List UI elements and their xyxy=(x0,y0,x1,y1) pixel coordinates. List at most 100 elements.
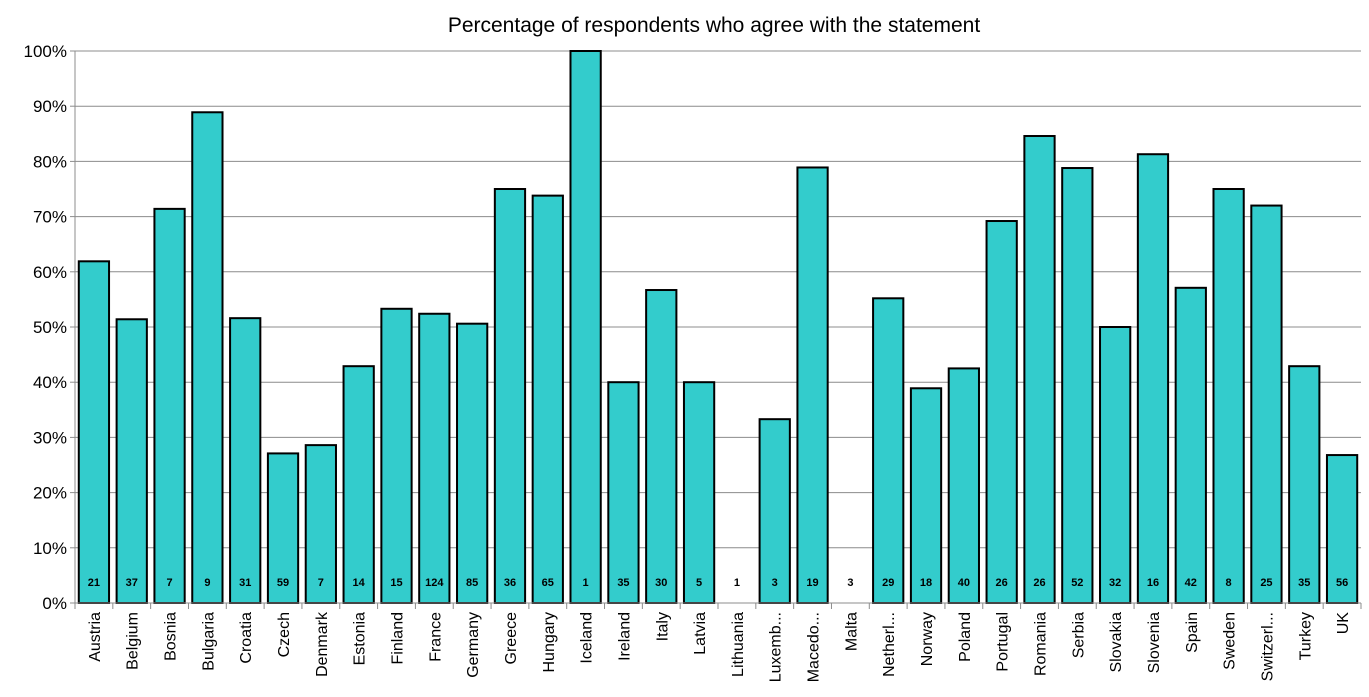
bar xyxy=(645,289,678,604)
x-tick-label: Serbia xyxy=(1070,612,1087,658)
count-label: 5 xyxy=(696,577,702,589)
y-tick-label: 50% xyxy=(33,318,67,337)
x-tick-label: Spain xyxy=(1184,612,1201,653)
bar xyxy=(947,367,980,604)
bar xyxy=(872,297,905,604)
bar xyxy=(1325,454,1359,604)
count-label: 16 xyxy=(1147,577,1159,589)
y-tick-label: 90% xyxy=(33,97,67,116)
x-tick-label: Norway xyxy=(919,612,936,666)
x-tick-label: Latvia xyxy=(692,612,709,655)
x-tick-label: Macedo... xyxy=(806,612,823,682)
count-label: 1 xyxy=(734,577,740,589)
x-tick-label: Ireland xyxy=(616,612,633,661)
count-label: 8 xyxy=(1226,577,1232,589)
x-tick-label: Estonia xyxy=(352,612,369,665)
count-label: 14 xyxy=(353,577,366,589)
x-tick-label: Italy xyxy=(654,612,671,641)
count-label: 31 xyxy=(239,577,251,589)
y-tick-label: 30% xyxy=(33,428,67,447)
bar xyxy=(153,207,186,604)
bar xyxy=(758,418,791,604)
y-tick-label: 20% xyxy=(33,484,67,503)
count-label: 42 xyxy=(1185,577,1197,589)
y-tick-label: 0% xyxy=(42,594,67,613)
count-label: 21 xyxy=(88,577,100,589)
bar xyxy=(229,317,262,604)
bar xyxy=(342,365,375,604)
count-label: 3 xyxy=(772,577,778,589)
count-label: 124 xyxy=(425,577,444,589)
bar xyxy=(909,387,943,604)
bar xyxy=(1136,153,1170,604)
x-tick-label: Czech xyxy=(276,612,293,657)
bar xyxy=(1288,365,1321,604)
bar xyxy=(1174,286,1207,604)
count-label: 52 xyxy=(1071,577,1083,589)
bar xyxy=(191,111,224,604)
count-label: 26 xyxy=(1033,577,1045,589)
bar xyxy=(531,194,564,604)
bar xyxy=(796,166,829,605)
bar xyxy=(682,381,716,605)
bar xyxy=(380,307,413,604)
x-axis: Austria Belgium Bosnia Bulgaria Croatia Czech… xyxy=(74,602,1362,682)
count-label: 59 xyxy=(277,577,289,589)
x-tick-label: Germany xyxy=(465,612,482,678)
bar xyxy=(266,452,300,604)
count-label: 7 xyxy=(318,577,324,589)
bar xyxy=(985,220,1018,605)
x-tick-label: Bosnia xyxy=(163,612,180,661)
count-label: 19 xyxy=(806,577,818,589)
bars xyxy=(77,50,1359,605)
count-labels: 21 37 7 9 31 59 7 14 15 124 85 36 65 1 35 30 5 1 3 19 3 29 18 4… xyxy=(88,577,1348,589)
x-tick-label: Turkey xyxy=(1297,612,1314,660)
x-tick-label: Netherl... xyxy=(881,612,898,677)
count-label: 25 xyxy=(1260,577,1272,589)
x-tick-label: Belgium xyxy=(125,612,142,670)
count-label: 35 xyxy=(617,577,629,589)
bar xyxy=(456,322,489,604)
x-tick-label: Romania xyxy=(1033,612,1050,676)
bar xyxy=(1250,204,1283,604)
count-label: 15 xyxy=(390,577,402,589)
x-tick-label: Denmark xyxy=(314,611,331,677)
x-tick-label: Switzerl... xyxy=(1259,612,1276,681)
count-label: 37 xyxy=(126,577,138,589)
count-label: 85 xyxy=(466,577,478,589)
count-label: 9 xyxy=(204,577,210,589)
bar xyxy=(607,381,640,605)
x-tick-label: Malta xyxy=(843,612,860,651)
count-label: 1 xyxy=(583,577,589,589)
count-label: 26 xyxy=(996,577,1008,589)
y-tick-label: 100% xyxy=(24,42,67,61)
x-tick-label: Lithuania xyxy=(730,612,747,677)
count-label: 18 xyxy=(920,577,932,589)
count-label: 40 xyxy=(958,577,970,589)
chart-title: Percentage of respondents who agree with… xyxy=(448,14,980,37)
y-tick-label: 80% xyxy=(33,152,67,171)
bar xyxy=(1023,135,1056,604)
bar xyxy=(418,312,451,604)
count-label: 35 xyxy=(1298,577,1310,589)
x-tick-label: Austria xyxy=(87,612,104,662)
x-tick-label: Bulgaria xyxy=(200,612,217,671)
y-tick-label: 40% xyxy=(33,373,67,392)
bar xyxy=(1061,167,1094,605)
count-label: 65 xyxy=(542,577,554,589)
bar xyxy=(115,318,148,604)
bar xyxy=(1099,326,1132,604)
y-tick-label: 10% xyxy=(33,539,67,558)
bar xyxy=(77,260,111,604)
count-label: 3 xyxy=(847,577,853,589)
x-tick-label: Poland xyxy=(957,612,974,662)
x-tick-label: Luxemb... xyxy=(768,612,785,682)
count-label: 56 xyxy=(1336,577,1348,589)
x-tick-label: Croatia xyxy=(238,612,255,664)
x-tick-label: Finland xyxy=(390,612,407,664)
y-tick-label: 70% xyxy=(33,208,67,227)
count-label: 36 xyxy=(504,577,516,589)
x-tick-label: Hungary xyxy=(541,612,558,672)
